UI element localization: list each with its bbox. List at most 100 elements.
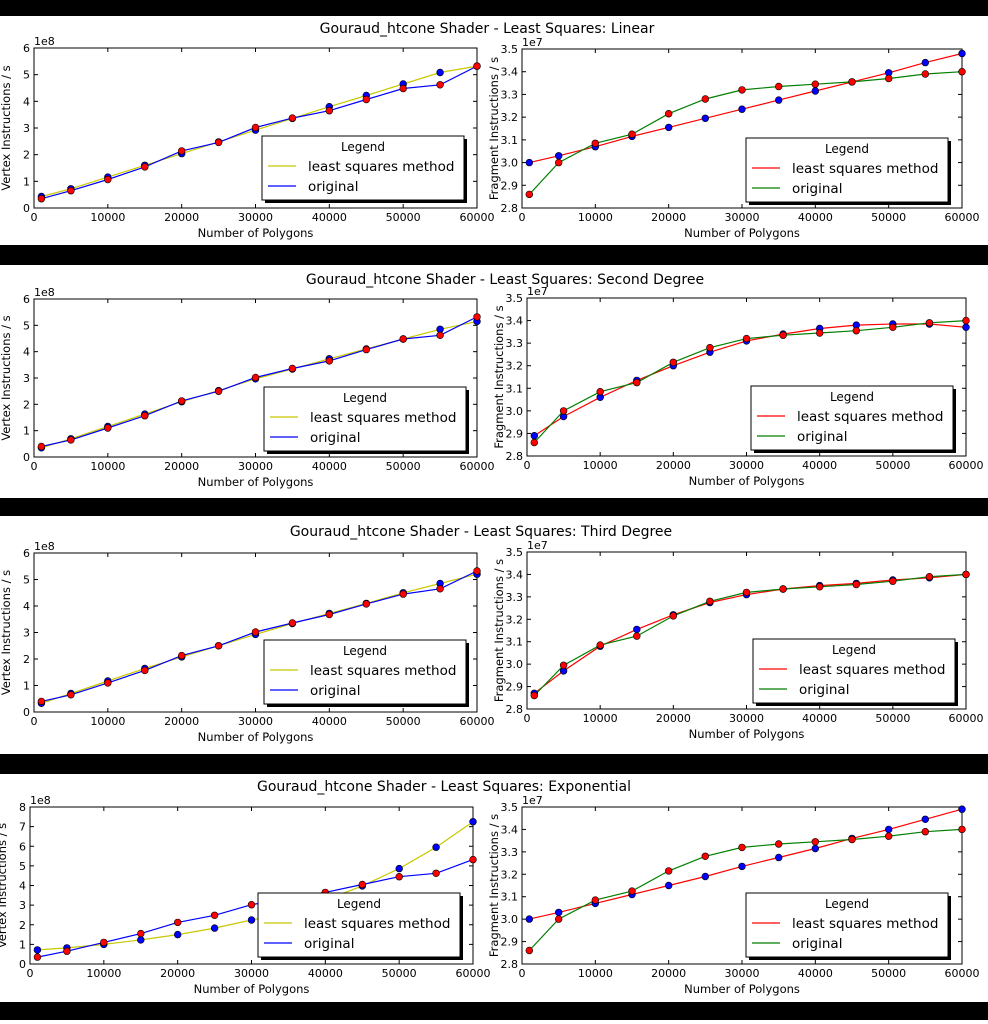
y-tick-label: 3 [19,899,26,912]
legend-entry-label: original [792,181,842,197]
data-point-least-squares [811,844,819,853]
legend-box [752,638,956,704]
data-point-original [591,139,599,148]
x-axis-label: Number of Polygons [689,727,805,741]
data-point-least-squares [436,68,444,77]
x-tick-label: 50000 [386,715,421,728]
x-tick-label: 60000 [945,211,980,224]
data-point-original [210,911,219,919]
y-exponent-label: 1e7 [527,539,548,552]
data-point-original [852,327,860,335]
data-point-original [958,67,966,76]
data-point-original [100,938,108,947]
data-point-original [774,840,783,848]
y-tick-label: 6 [23,547,30,560]
legend-box [745,892,949,958]
legend-box [261,135,465,201]
y-tick-label: 3 [23,627,30,640]
x-tick-label: 30000 [725,967,760,980]
x-tick-label: 40000 [312,211,347,224]
x-tick-label: 40000 [312,460,347,473]
data-point-original [473,313,481,321]
data-point-original [33,953,42,961]
figure-title: Gouraud_htcone Shader - Least Squares: S… [306,272,704,288]
data-point-original [37,442,46,451]
x-tick-label: 10000 [90,211,125,224]
y-tick-label: 3 [23,122,30,135]
x-tick-label: 60000 [460,715,495,728]
legend-box [750,385,954,451]
data-point-least-squares [469,817,477,826]
legend-title: Legend [830,390,874,404]
chart-panel: 0 10000 20000 30000 40000 50000 60000 2.8 2.9 3.0… [492,285,984,488]
y-axis-label: Fragment Instructions / s [487,814,501,957]
data-point-least-squares [664,123,673,132]
y-tick-label: 5 [23,319,30,332]
y-tick-label: 1 [23,680,30,693]
data-point-least-squares [525,915,533,923]
data-point-original [591,896,599,904]
y-tick-label: 3 [23,372,30,385]
data-point-original [848,835,856,844]
x-tick-label: 60000 [945,967,980,980]
data-point-original [525,190,533,199]
y-axis-label: Vertex Instructions / s [0,65,13,190]
x-tick-label: 0 [519,967,526,980]
data-point-original [251,123,260,132]
data-point-original [921,70,929,78]
data-point-least-squares [701,114,709,123]
data-point-original [288,364,297,373]
data-point-original [559,661,568,669]
data-point-original [178,397,186,405]
data-point-original [596,641,604,649]
data-point-original [37,697,46,706]
data-point-original [104,175,112,184]
legend-entry-label: least squares method [792,161,938,177]
data-point-original [178,651,186,660]
x-tick-label: 40000 [798,967,833,980]
data-point-original [958,825,966,834]
y-tick-label: 3.4 [506,315,524,328]
data-point-original [889,577,897,585]
data-point-least-squares [962,323,970,331]
x-tick-label: 60000 [949,459,984,472]
data-point-original [325,610,333,619]
data-point-least-squares [811,87,819,95]
y-tick-label: 2 [23,653,30,666]
y-tick-label: 5 [19,860,26,873]
x-tick-label: 30000 [238,715,273,728]
y-tick-label: 1 [23,175,30,188]
data-point-original [67,691,75,699]
legend-entry-label: least squares method [799,662,945,678]
legend-entry-label: least squares method [308,159,454,175]
y-tick-label: 3.5 [506,546,524,559]
legend-box [257,892,461,958]
data-point-least-squares [530,432,538,440]
chart-panel: 0 10000 20000 30000 40000 50000 60000 2.8 2.9 3.0… [487,794,980,996]
y-axis-label: Fragment Instructions / s [492,305,506,448]
y-tick-label: 3.3 [501,88,519,101]
y-tick-label: 3.4 [501,66,519,79]
y-axis-label: Fragment Instructions / s [492,559,506,702]
data-point-least-squares [554,908,563,917]
y-tick-label: 6 [23,293,30,306]
y-axis-label: Vertex Instructions / s [0,823,9,948]
x-tick-label: 0 [31,211,38,224]
data-point-original [530,438,538,447]
legend-entry-label: original [308,179,358,195]
x-tick-label: 20000 [651,967,686,980]
x-tick-label: 50000 [875,712,910,725]
data-point-least-squares [884,825,893,834]
y-tick-label: 5 [23,69,30,82]
legend-entry-label: original [792,936,842,952]
x-tick-label: 0 [31,460,38,473]
legend-title: Legend [343,391,387,405]
data-point-original [247,900,256,909]
y-tick-label: 1 [23,425,30,438]
y-tick-label: 8 [19,801,26,814]
x-tick-label: 20000 [160,967,195,980]
data-point-original [774,82,783,91]
data-point-least-squares [664,881,673,890]
x-tick-label: 10000 [578,211,613,224]
data-point-original [358,880,366,889]
